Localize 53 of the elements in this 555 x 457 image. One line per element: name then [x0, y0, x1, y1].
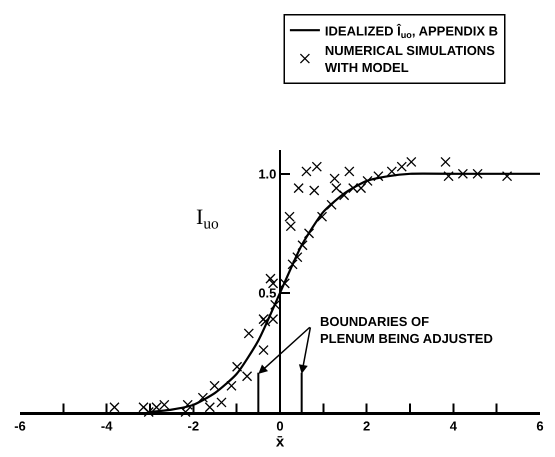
point [301, 166, 312, 177]
point [258, 344, 269, 356]
point [344, 166, 354, 177]
x-axis-title: x̄ [276, 433, 285, 450]
point [331, 182, 342, 194]
point [312, 162, 322, 172]
point [472, 168, 483, 179]
point [232, 362, 242, 372]
x-tick-label: 2 [363, 418, 370, 434]
point [304, 228, 314, 239]
point [406, 156, 416, 168]
point [287, 259, 298, 270]
point [443, 171, 454, 182]
point [286, 221, 296, 232]
point [265, 273, 276, 284]
point [297, 240, 308, 250]
point [458, 168, 468, 179]
point [293, 182, 304, 194]
point [373, 171, 384, 182]
point [338, 190, 350, 200]
point [502, 171, 512, 182]
point [242, 371, 252, 382]
point [362, 176, 373, 186]
point [309, 185, 320, 196]
annotation: BOUNDARIES OF PLENUM BEING ADJUSTED [320, 314, 493, 346]
point [216, 397, 227, 408]
x-tick-label: -4 [100, 418, 114, 434]
point [326, 200, 337, 210]
point [440, 156, 451, 168]
point [198, 392, 208, 403]
x-tick-label: -2 [188, 418, 200, 434]
point [204, 402, 215, 412]
point [244, 328, 254, 339]
x-tick-label: 6 [536, 418, 544, 434]
point [329, 173, 340, 184]
point [182, 400, 193, 410]
y-axis-title: I$_{uo}$ [196, 204, 220, 233]
x-tick-label: 4 [450, 418, 458, 434]
point [292, 252, 302, 262]
y-tick-label: 0.5 [258, 285, 276, 300]
point [109, 402, 120, 412]
y-tick-label: 1.0 [258, 166, 276, 182]
point [316, 212, 328, 222]
point [386, 166, 397, 177]
legend-label: IDEALIZED Î$_{uo}$, APPENDIX B [324, 23, 498, 40]
x-tick-label: -6 [14, 418, 26, 434]
legend-label: NUMERICAL SIMULATIONS WITH MODEL [324, 43, 496, 76]
point [270, 300, 280, 310]
point [396, 162, 407, 172]
x-tick-label: 0 [276, 418, 284, 434]
point [209, 380, 220, 391]
point [284, 212, 295, 222]
point [226, 380, 237, 391]
